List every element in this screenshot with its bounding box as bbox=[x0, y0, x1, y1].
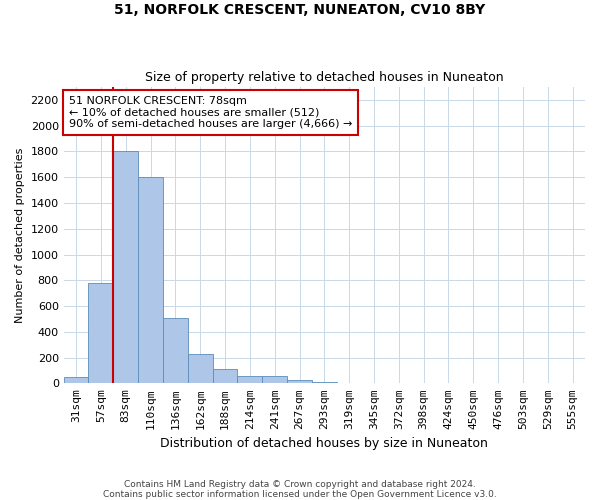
Bar bbox=[113, 152, 138, 384]
Text: Contains HM Land Registry data © Crown copyright and database right 2024.
Contai: Contains HM Land Registry data © Crown c… bbox=[103, 480, 497, 499]
Text: 51 NORFOLK CRESCENT: 78sqm
← 10% of detached houses are smaller (512)
90% of sem: 51 NORFOLK CRESCENT: 78sqm ← 10% of deta… bbox=[69, 96, 352, 129]
Bar bbox=[238, 376, 262, 384]
Bar bbox=[212, 369, 238, 384]
Bar bbox=[163, 318, 188, 384]
Bar bbox=[88, 284, 113, 384]
Bar bbox=[287, 380, 312, 384]
Bar bbox=[312, 382, 337, 384]
Text: 51, NORFOLK CRESCENT, NUNEATON, CV10 8BY: 51, NORFOLK CRESCENT, NUNEATON, CV10 8BY bbox=[115, 2, 485, 16]
Y-axis label: Number of detached properties: Number of detached properties bbox=[15, 148, 25, 323]
Bar bbox=[64, 377, 88, 384]
Title: Size of property relative to detached houses in Nuneaton: Size of property relative to detached ho… bbox=[145, 72, 503, 85]
X-axis label: Distribution of detached houses by size in Nuneaton: Distribution of detached houses by size … bbox=[160, 437, 488, 450]
Bar bbox=[188, 354, 212, 384]
Bar bbox=[138, 177, 163, 384]
Bar bbox=[262, 376, 287, 384]
